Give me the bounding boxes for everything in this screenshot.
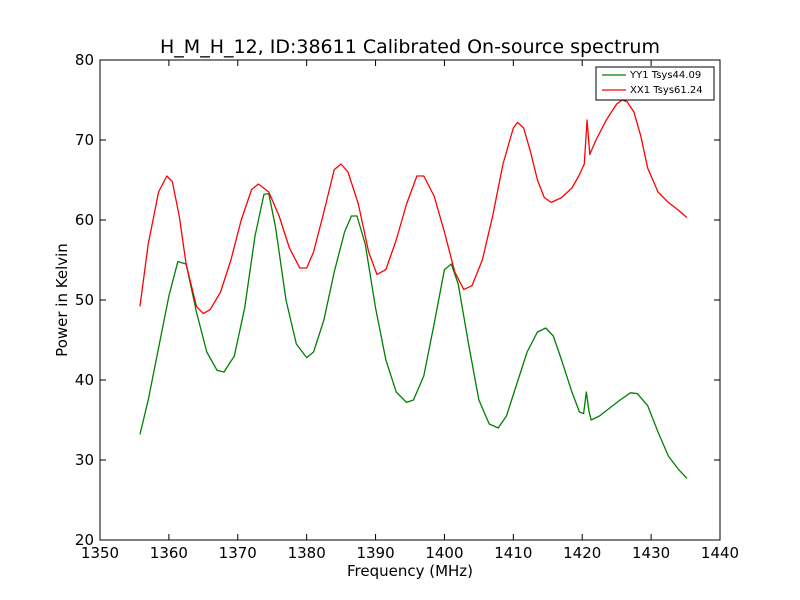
y-axis-label: Power in Kelvin <box>53 243 71 357</box>
legend-box <box>595 66 715 101</box>
x-tick-label: 1350 <box>81 544 119 562</box>
y-tick-label: 30 <box>75 451 94 469</box>
x-tick-label: 1410 <box>494 544 532 562</box>
legend: YY1 Tsys44.09 XX1 Tsys61.24 <box>595 66 715 101</box>
x-tick-label: 1380 <box>288 544 326 562</box>
y-tick-label: 60 <box>75 211 94 229</box>
y-tick-label: 80 <box>75 51 94 69</box>
y-tick-label: 40 <box>75 371 94 389</box>
x-tick-label: 1430 <box>632 544 670 562</box>
series-line-yy1 <box>139 192 688 479</box>
x-tick-label: 1360 <box>150 544 188 562</box>
x-tick-label: 1370 <box>219 544 257 562</box>
series-layer <box>139 99 688 479</box>
chart-title: H_M_H_12, ID:38611 Calibrated On-source … <box>160 36 660 58</box>
x-tick-label: 1440 <box>701 544 739 562</box>
y-tick-label: 50 <box>75 291 94 309</box>
x-axis-label: Frequency (MHz) <box>347 562 473 580</box>
x-tick-label: 1400 <box>425 544 463 562</box>
legend-label-xx1: XX1 Tsys61.24 <box>630 85 703 96</box>
series-line-xx1 <box>139 99 688 315</box>
y-tick-label: 70 <box>75 131 94 149</box>
x-tick-label: 1390 <box>356 544 394 562</box>
plot-area <box>99 59 721 541</box>
y-tick-label: 20 <box>75 531 94 549</box>
tick-layer: 1350 1360 1370 1380 1390 1400 1410 1420 1430 1440… <box>75 51 739 562</box>
legend-label-yy1: YY1 Tsys44.09 <box>629 70 701 81</box>
x-tick-label: 1420 <box>563 544 601 562</box>
